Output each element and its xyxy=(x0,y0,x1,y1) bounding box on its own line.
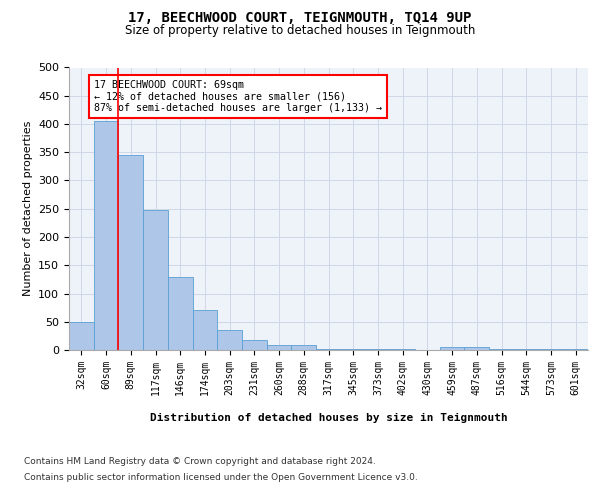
Bar xyxy=(514,349,539,350)
Bar xyxy=(242,340,267,350)
Text: Distribution of detached houses by size in Teignmouth: Distribution of detached houses by size … xyxy=(150,412,508,422)
Bar xyxy=(563,349,588,350)
Y-axis label: Number of detached properties: Number of detached properties xyxy=(23,121,32,296)
Bar xyxy=(118,155,143,350)
Bar xyxy=(168,276,193,350)
Bar xyxy=(440,346,464,350)
Bar xyxy=(316,349,341,350)
Bar xyxy=(292,346,316,350)
Bar xyxy=(217,330,242,350)
Bar xyxy=(94,121,118,350)
Bar xyxy=(69,322,94,350)
Text: Contains HM Land Registry data © Crown copyright and database right 2024.: Contains HM Land Registry data © Crown c… xyxy=(24,458,376,466)
Text: 17, BEECHWOOD COURT, TEIGNMOUTH, TQ14 9UP: 17, BEECHWOOD COURT, TEIGNMOUTH, TQ14 9U… xyxy=(128,11,472,25)
Text: Contains public sector information licensed under the Open Government Licence v3: Contains public sector information licen… xyxy=(24,472,418,482)
Bar xyxy=(267,346,292,350)
Bar xyxy=(143,210,168,350)
Text: Size of property relative to detached houses in Teignmouth: Size of property relative to detached ho… xyxy=(125,24,475,37)
Bar xyxy=(489,349,514,350)
Bar xyxy=(193,310,217,350)
Text: 17 BEECHWOOD COURT: 69sqm
← 12% of detached houses are smaller (156)
87% of semi: 17 BEECHWOOD COURT: 69sqm ← 12% of detac… xyxy=(94,80,382,113)
Bar xyxy=(464,346,489,350)
